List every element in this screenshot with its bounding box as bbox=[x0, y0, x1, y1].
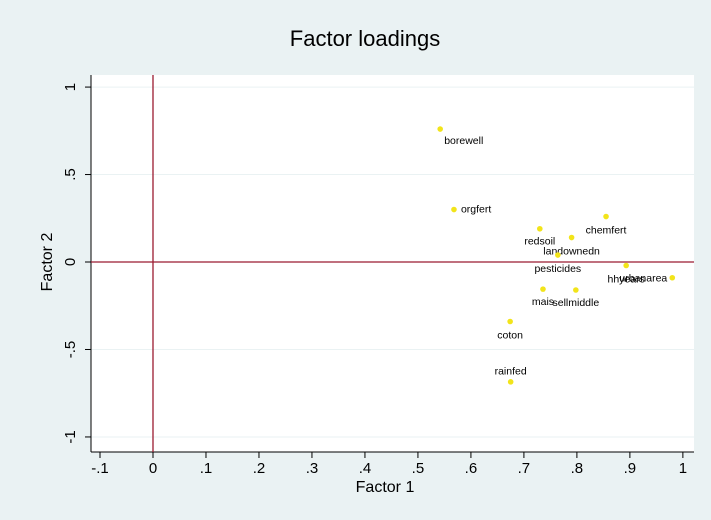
point bbox=[540, 286, 546, 292]
point-label: orgfert bbox=[461, 203, 491, 215]
point bbox=[573, 287, 579, 293]
point-label: urbanarea bbox=[619, 273, 667, 285]
x-tick-label: .6 bbox=[465, 460, 478, 477]
y-tick-label: .5 bbox=[62, 168, 79, 181]
y-tick-label: 1 bbox=[62, 83, 79, 91]
point bbox=[623, 262, 629, 269]
x-tick-label: .3 bbox=[306, 460, 319, 477]
point bbox=[507, 379, 514, 385]
point bbox=[603, 213, 609, 220]
y-axis-label: Factor 2 bbox=[39, 233, 56, 292]
point bbox=[451, 206, 457, 213]
point-label: borewell bbox=[444, 135, 483, 147]
point-label: hhyears bbox=[607, 273, 644, 285]
point-label: redsoil bbox=[524, 236, 555, 248]
point-label: chemfert bbox=[586, 224, 627, 236]
x-tick-label: .1 bbox=[200, 460, 213, 477]
point-label: landownedn bbox=[543, 245, 600, 257]
x-tick-label: .8 bbox=[571, 460, 584, 477]
chart-title: Factor loadings bbox=[290, 26, 440, 51]
point bbox=[507, 318, 513, 325]
x-tick-label: 1 bbox=[679, 460, 687, 477]
y-tick-label: -.5 bbox=[62, 341, 79, 359]
point bbox=[568, 234, 575, 241]
x-tick-label: .2 bbox=[253, 460, 266, 477]
point-label: mais bbox=[532, 296, 554, 308]
x-tick-label: .4 bbox=[359, 460, 372, 477]
y-tick-label: -1 bbox=[62, 430, 79, 443]
x-tick-label: 0 bbox=[149, 460, 157, 477]
x-tick-label: -.1 bbox=[91, 460, 109, 477]
plot-area bbox=[91, 75, 694, 452]
x-tick-label: .7 bbox=[518, 460, 531, 477]
point-label: rainfed bbox=[495, 366, 527, 378]
point-label: coton bbox=[497, 329, 523, 341]
point bbox=[669, 274, 676, 281]
point bbox=[555, 252, 561, 258]
point-label: sellmiddle bbox=[552, 297, 599, 309]
x-tick-label: .5 bbox=[412, 460, 425, 477]
point bbox=[437, 126, 443, 132]
x-axis-label: Factor 1 bbox=[356, 479, 415, 496]
point-label: pesticides bbox=[534, 263, 581, 275]
point bbox=[537, 225, 543, 232]
x-tick-label: .9 bbox=[624, 460, 637, 477]
y-tick-label: 0 bbox=[62, 258, 79, 266]
